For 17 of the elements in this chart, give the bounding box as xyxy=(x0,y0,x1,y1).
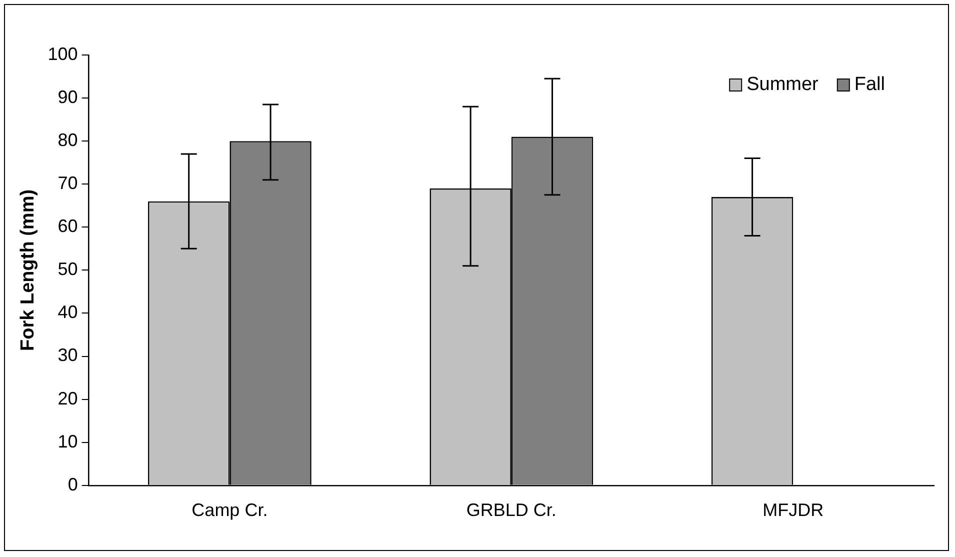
y-axis-title: Fork Length (mm) xyxy=(18,189,39,351)
y-tick-label: 40 xyxy=(58,302,78,322)
y-tick-label: 10 xyxy=(58,431,78,452)
y-tick-label: 80 xyxy=(58,130,78,150)
y-tick-label: 100 xyxy=(48,44,78,64)
legend-label: Summer xyxy=(746,74,820,96)
y-tick-label: 50 xyxy=(58,259,78,280)
x-tick-label: Camp Cr. xyxy=(192,500,268,520)
y-tick-label: 70 xyxy=(58,173,78,194)
y-tick-label: 30 xyxy=(58,345,78,366)
y-tick-label: 0 xyxy=(68,474,78,494)
y-tick-label: 90 xyxy=(58,87,78,108)
x-tick-label: GRBLD Cr. xyxy=(466,500,556,520)
legend-label: Fall xyxy=(854,74,886,96)
y-tick-label: 60 xyxy=(58,216,78,236)
y-tick-label: 20 xyxy=(58,388,78,408)
x-tick-label: MFJDR xyxy=(762,500,824,520)
